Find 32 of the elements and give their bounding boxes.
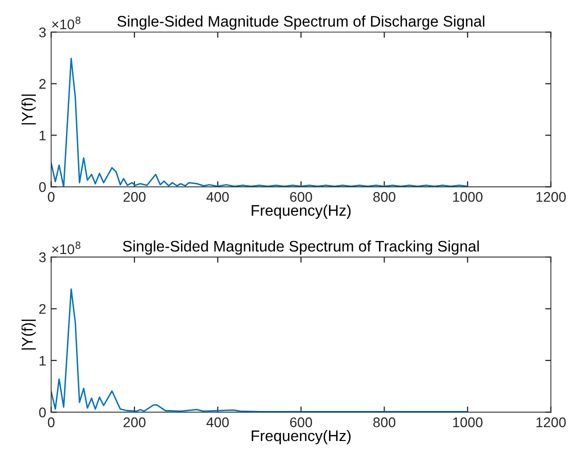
y-tick-label: 3 xyxy=(39,27,46,38)
y-tick-label: 1 xyxy=(40,356,46,366)
y-tick-label: 0 xyxy=(39,182,46,192)
y-tick-label: 3 xyxy=(39,252,46,262)
x-tick-label: 600 xyxy=(290,417,312,428)
x-tick-label: 1200 xyxy=(536,417,566,428)
chart-title: Single-Sided Magnitude Spectrum of Tracking Signal xyxy=(122,240,479,255)
x-axis-title: Frequency(Hz) xyxy=(252,204,351,219)
y-axis-title: |Y(f)| xyxy=(22,94,36,124)
text: ×10$^{8}$ xyxy=(52,242,80,254)
text: ×10$^{8}$ xyxy=(52,16,80,30)
x-tick-label: 1200 xyxy=(536,192,566,202)
y-tick-label: 2 xyxy=(39,304,46,314)
x-tick-label: 800 xyxy=(373,192,396,202)
y-tick-label: 2 xyxy=(39,79,46,89)
y-tick-label: 0 xyxy=(39,408,46,418)
chart-title: Single-Sided Magnitude Spectrum of Discharge Signal xyxy=(117,16,484,30)
x-tick-label: 400 xyxy=(206,192,229,202)
x-tick-label: 1000 xyxy=(453,192,482,202)
x-tick-label: 200 xyxy=(124,417,146,428)
line-series xyxy=(51,288,468,412)
x-tick-label: 600 xyxy=(290,192,312,202)
x-tick-label: 400 xyxy=(206,417,229,428)
x-tick-label: 0 xyxy=(48,417,54,428)
line-series xyxy=(51,58,468,187)
x-tick-label: 800 xyxy=(373,417,396,428)
x-tick-label: 0 xyxy=(48,192,54,202)
x-tick-label: 1000 xyxy=(453,417,482,428)
y-axis-title: |Y(f)| xyxy=(22,320,36,350)
x-tick-label: 200 xyxy=(124,192,146,202)
x-axis-title: Frequency(Hz) xyxy=(252,430,351,444)
y-tick-label: 1 xyxy=(40,130,46,140)
